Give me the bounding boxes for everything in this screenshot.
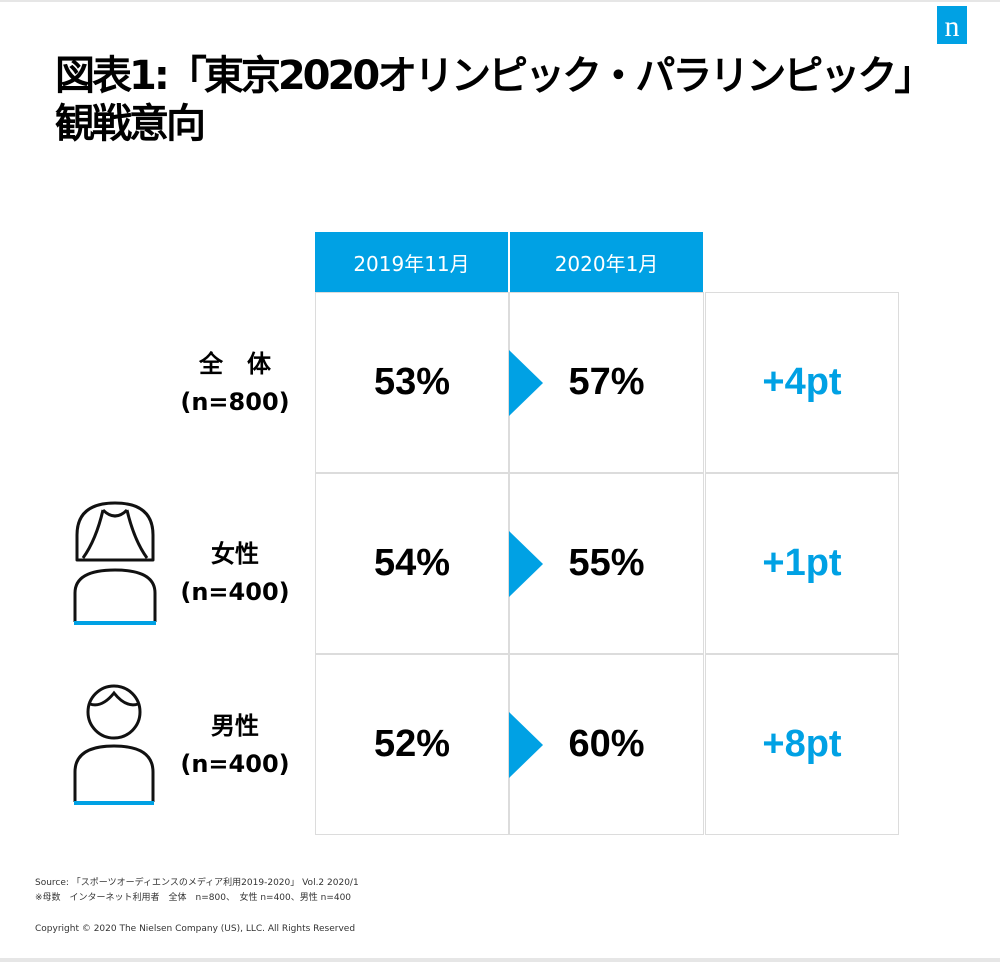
male-person-icon (73, 684, 155, 805)
cell-male-2019: 52% (315, 654, 509, 835)
arrow-right-icon (509, 531, 543, 597)
column-header-2019-11: 2019年11月 (315, 232, 508, 292)
cell-total-diff: +4pt (705, 292, 899, 473)
row-label-sample: (n=400) (180, 750, 290, 778)
page-title: 図表1:「東京2020オリンピック・パラリンピック」 観戦意向 (55, 52, 935, 148)
title-line-1: 図表1:「東京2020オリンピック・パラリンピック」 (55, 53, 934, 99)
nielsen-logo: n (937, 6, 967, 44)
row-label-female: 女性 (n=400) (160, 535, 310, 611)
row-label-text: 全 体 (199, 350, 271, 378)
bottom-divider (0, 958, 1000, 962)
title-line-2: 観戦意向 (55, 101, 206, 147)
row-label-sample: (n=800) (180, 388, 290, 416)
sample-note: ※母数 インターネット利用者 全体 n=800、 女性 n=400、男性 n=4… (35, 893, 352, 903)
source-note: Source: 「スポーツオーディエンスのメディア利用2019-2020」 Vo… (35, 878, 359, 888)
cell-female-diff: +1pt (705, 473, 899, 654)
arrow-right-icon (509, 712, 543, 778)
row-label-text: 男性 (211, 712, 259, 740)
copyright: Copyright © 2020 The Nielsen Company (US… (35, 924, 356, 934)
column-header-2020-01: 2020年1月 (510, 232, 703, 292)
row-label-sample: (n=400) (180, 578, 290, 606)
arrow-right-icon (509, 350, 543, 416)
row-label-total: 全 体 (n=800) (160, 345, 310, 421)
cell-female-2019: 54% (315, 473, 509, 654)
cell-total-2019: 53% (315, 292, 509, 473)
cell-male-diff: +8pt (705, 654, 899, 835)
row-label-male: 男性 (n=400) (160, 707, 310, 783)
female-person-icon (73, 501, 157, 625)
top-divider (0, 0, 1000, 2)
row-label-text: 女性 (211, 540, 259, 568)
